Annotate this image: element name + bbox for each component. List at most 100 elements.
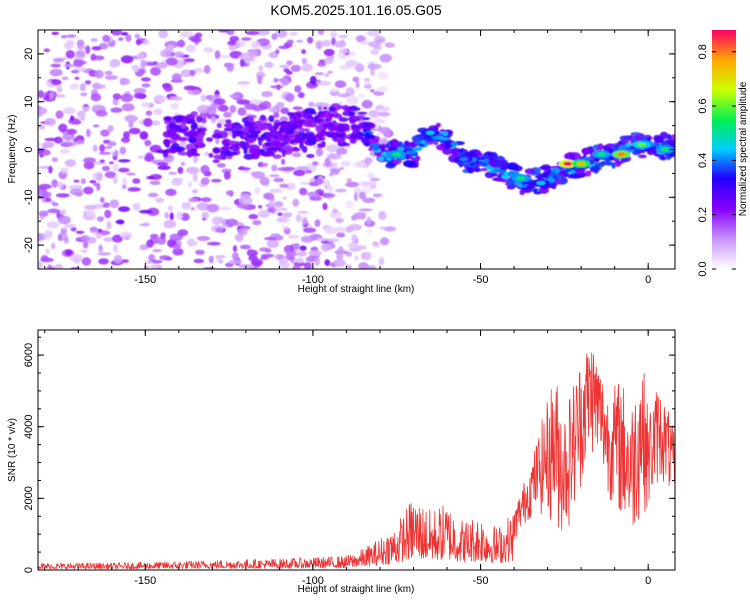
heat-cell: [324, 57, 334, 65]
heat-cell: [296, 39, 304, 43]
heat-cell: [94, 69, 104, 79]
heat-cell: [290, 64, 301, 72]
heat-cell: [346, 178, 352, 183]
heat-cell: [353, 212, 367, 220]
heat-cell: [301, 57, 308, 65]
heat-cell: [119, 146, 127, 155]
heat-cell: [96, 216, 105, 222]
heat-cell: [380, 137, 388, 146]
y-tick-label: 0: [23, 567, 35, 573]
heat-cell: [112, 234, 123, 243]
heat-cell: [237, 81, 250, 85]
heat-cell: [57, 234, 63, 242]
heat-cell: [43, 48, 50, 53]
heat-cell: [279, 64, 290, 68]
heat-cell: [368, 41, 382, 48]
heat-cell: [190, 123, 198, 130]
heat-cell: [54, 263, 64, 269]
heat-hotspot-core: [576, 161, 586, 166]
heat-cell: [348, 51, 357, 57]
heat-cell: [328, 106, 336, 112]
heat-cell: [153, 108, 163, 116]
heat-cell: [303, 120, 312, 128]
heat-cell: [107, 141, 117, 147]
colorbar: 0.0 0.2 0.4 0.6 0.8 Normalized spectral ampl…: [697, 30, 749, 277]
heat-hotspot-core: [516, 176, 526, 181]
heat-cell: [590, 159, 595, 165]
heat-cell: [143, 39, 150, 46]
heat-cell: [232, 122, 241, 126]
heat-cell: [659, 131, 669, 140]
heat-cell: [64, 223, 77, 228]
heat-cell: [99, 144, 105, 153]
heat-cell: [154, 174, 162, 180]
heat-cell: [152, 61, 158, 65]
heat-cell: [180, 122, 187, 130]
heat-cell: [334, 80, 347, 88]
heat-cell: [193, 258, 205, 264]
heat-cell: [259, 176, 270, 186]
heat-cell: [45, 248, 50, 255]
heat-cell: [99, 159, 106, 163]
heat-cell: [128, 127, 141, 135]
heat-cell: [258, 65, 264, 72]
heat-cell: [282, 212, 293, 218]
heat-cell: [539, 165, 551, 170]
heat-cell: [46, 266, 55, 269]
heat-cell: [107, 125, 114, 133]
heat-cell: [292, 264, 301, 269]
heat-cell: [80, 235, 90, 242]
heat-cell: [274, 201, 284, 208]
heat-cell: [113, 175, 118, 185]
heat-cell: [372, 147, 380, 151]
heat-cell: [384, 42, 395, 48]
heat-cell: [38, 142, 42, 147]
heat-cell: [295, 214, 302, 223]
heat-cell: [112, 163, 119, 172]
colorbar-label: Normalized spectral amplitude: [738, 81, 749, 216]
heat-cell: [158, 30, 169, 39]
heat-cell: [152, 248, 163, 253]
heat-cell: [223, 142, 231, 147]
heat-cell: [247, 249, 254, 254]
heat-cell: [140, 77, 151, 82]
heat-cell: [345, 181, 359, 188]
heat-cell: [65, 142, 75, 147]
heat-cell: [192, 173, 198, 182]
heat-hotspot-core: [637, 142, 646, 147]
heat-cell: [98, 258, 109, 265]
heat-cell: [624, 142, 632, 147]
heat-cell: [590, 165, 599, 171]
heat-cell: [357, 115, 366, 119]
heat-cell: [279, 116, 289, 122]
heat-cell: [305, 169, 313, 174]
heat-cell: [314, 257, 321, 267]
heat-cell: [100, 129, 110, 137]
heat-cell: [231, 252, 239, 260]
heat-cell: [321, 243, 331, 252]
heat-cell: [185, 44, 196, 53]
heat-cell: [450, 142, 458, 147]
y-tick-label: 4000: [23, 414, 35, 438]
heat-cell: [215, 227, 224, 233]
colorbar-tick-label: 0.2: [697, 207, 709, 222]
heat-cell: [187, 181, 193, 188]
heat-cell: [135, 39, 142, 46]
heat-cell: [71, 69, 79, 74]
x-tick-label: 0: [645, 575, 651, 587]
heat-cell: [155, 62, 168, 69]
heat-cell: [567, 174, 573, 179]
heat-cell: [364, 141, 370, 147]
heat-cell: [227, 40, 237, 46]
heat-cell: [323, 106, 328, 110]
colorbar-ticks: 0.0 0.2 0.4 0.6 0.8: [697, 44, 736, 277]
heat-cell: [324, 73, 329, 78]
heat-cell: [219, 105, 229, 112]
heat-cell: [336, 147, 348, 155]
heat-cell: [507, 162, 519, 171]
heat-cell: [345, 200, 354, 209]
heat-cell: [299, 187, 308, 196]
heat-cell: [339, 166, 344, 171]
heat-cell: [420, 140, 425, 144]
